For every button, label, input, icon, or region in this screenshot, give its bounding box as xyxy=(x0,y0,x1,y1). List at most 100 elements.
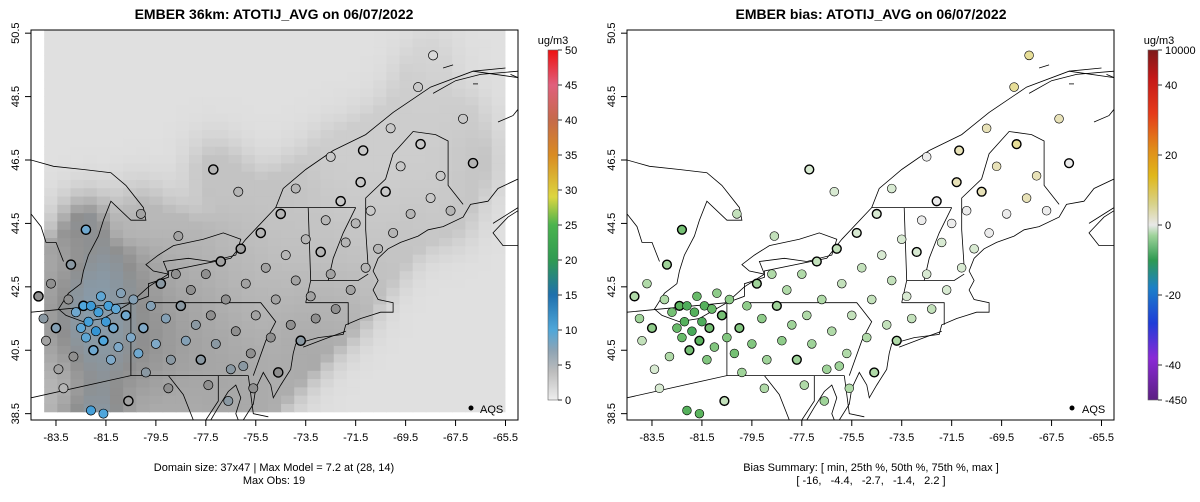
grid-cell xyxy=(57,71,72,81)
grid-cell xyxy=(70,295,85,305)
grid-cell xyxy=(136,171,151,180)
grid-cell xyxy=(425,395,440,405)
grid-cell xyxy=(254,154,269,164)
grid-cell xyxy=(202,345,216,355)
grid-cell xyxy=(412,262,427,272)
grid-cell xyxy=(465,328,480,338)
grid-cell xyxy=(254,146,269,156)
grid-cell xyxy=(373,204,387,214)
bias-marker xyxy=(797,269,807,279)
grid-cell xyxy=(425,79,440,89)
grid-cell xyxy=(215,361,230,371)
grid-cell xyxy=(478,320,493,330)
bias-marker xyxy=(851,227,862,239)
boundary-line xyxy=(843,375,865,418)
grid-cell xyxy=(307,337,322,346)
site-marker xyxy=(38,313,49,324)
site-marker xyxy=(413,82,424,93)
grid-cell xyxy=(136,71,151,81)
grid-cell xyxy=(465,79,480,89)
grid-cell xyxy=(452,220,466,230)
grid-cell xyxy=(478,63,493,73)
grid-cell xyxy=(149,270,164,280)
grid-cell xyxy=(281,195,295,205)
grid-cell xyxy=(149,46,164,56)
grid-cell xyxy=(215,112,230,122)
grid-cell xyxy=(386,328,401,338)
grid-cell xyxy=(136,154,151,164)
grid-cell xyxy=(57,146,72,156)
grid-cell xyxy=(346,262,361,272)
grid-cell xyxy=(491,320,506,330)
grid-cell xyxy=(83,96,98,106)
bias-marker xyxy=(762,355,772,365)
grid-cell xyxy=(439,96,453,106)
grid-cell xyxy=(109,195,124,205)
x-tick-label: -77.5 xyxy=(193,432,218,444)
grid-cell xyxy=(215,395,230,405)
colorbar-tick-label: -450 xyxy=(1165,395,1187,407)
grid-cell xyxy=(228,195,243,205)
grid-cell xyxy=(96,171,111,180)
grid-cell xyxy=(241,378,256,388)
grid-cell xyxy=(452,245,466,255)
grid-cell xyxy=(149,378,164,388)
grid-cell xyxy=(57,129,72,139)
bias-marker xyxy=(767,269,777,279)
grid-cell xyxy=(439,345,453,355)
grid-cell xyxy=(109,337,124,346)
site-marker xyxy=(108,322,119,334)
grid-cell xyxy=(320,220,335,230)
grid-cell xyxy=(386,220,401,230)
grid-cell xyxy=(228,104,243,114)
grid-cell xyxy=(360,395,374,405)
grid-cell xyxy=(386,262,401,272)
boundary-line xyxy=(242,178,518,420)
grid-cell xyxy=(188,112,203,122)
grid-cell xyxy=(109,386,124,396)
grid-cell xyxy=(386,295,401,305)
grid-cell xyxy=(320,320,335,330)
grid-cell xyxy=(241,79,256,89)
grid-cell xyxy=(399,270,414,280)
grid-cell xyxy=(294,278,309,288)
bias-marker xyxy=(771,300,782,311)
grid-cell xyxy=(267,30,282,39)
grid-cell xyxy=(412,320,427,330)
bias-marker xyxy=(637,336,647,346)
grid-cell xyxy=(202,79,216,89)
bias-marker xyxy=(844,383,854,393)
grid-cell xyxy=(228,353,243,363)
grid-cell xyxy=(439,137,453,147)
grid-cell xyxy=(109,361,124,371)
grid-cell xyxy=(175,71,190,81)
grid-cell xyxy=(202,212,216,222)
grid-cell xyxy=(202,38,216,48)
grid-cell xyxy=(425,154,440,164)
grid-cell xyxy=(241,195,256,205)
x-tick-label: -75.5 xyxy=(243,432,268,444)
grid-cell xyxy=(109,88,124,97)
grid-cell xyxy=(478,386,493,396)
grid-cell xyxy=(399,195,414,205)
grid-cell xyxy=(346,303,361,313)
grid-cell xyxy=(228,386,243,396)
grid-cell xyxy=(465,270,480,280)
grid-cell xyxy=(162,146,177,156)
grid-cell xyxy=(228,403,243,413)
grid-cell xyxy=(452,46,466,56)
grid-cell xyxy=(452,121,466,131)
grid-cell xyxy=(478,38,493,48)
grid-cell xyxy=(439,121,453,131)
grid-cell xyxy=(307,129,322,139)
grid-cell xyxy=(83,386,98,396)
grid-cell xyxy=(188,154,203,164)
site-marker xyxy=(50,322,62,334)
grid-cell xyxy=(149,345,164,355)
grid-cell xyxy=(175,204,190,214)
grid-cell xyxy=(320,179,335,189)
grid-cell xyxy=(57,337,72,346)
grid-cell xyxy=(465,63,480,73)
grid-cell xyxy=(70,403,85,413)
site-marker xyxy=(205,310,216,321)
